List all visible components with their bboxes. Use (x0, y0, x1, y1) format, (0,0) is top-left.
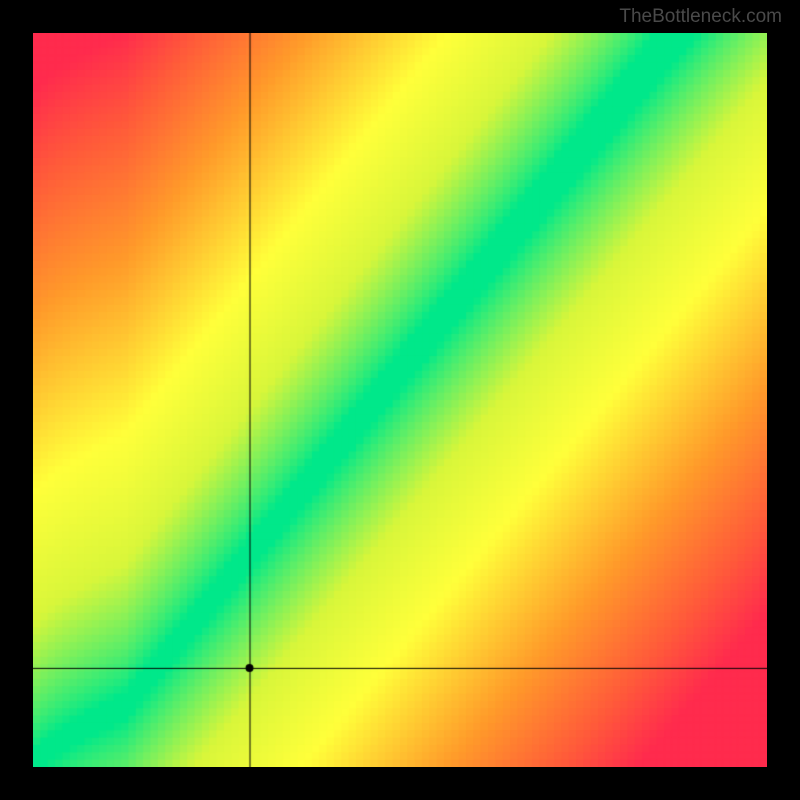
plot-area (33, 33, 767, 767)
watermark-text: TheBottleneck.com (619, 6, 782, 28)
heatmap-canvas (33, 33, 767, 767)
chart-container: TheBottleneck.com (0, 0, 800, 800)
